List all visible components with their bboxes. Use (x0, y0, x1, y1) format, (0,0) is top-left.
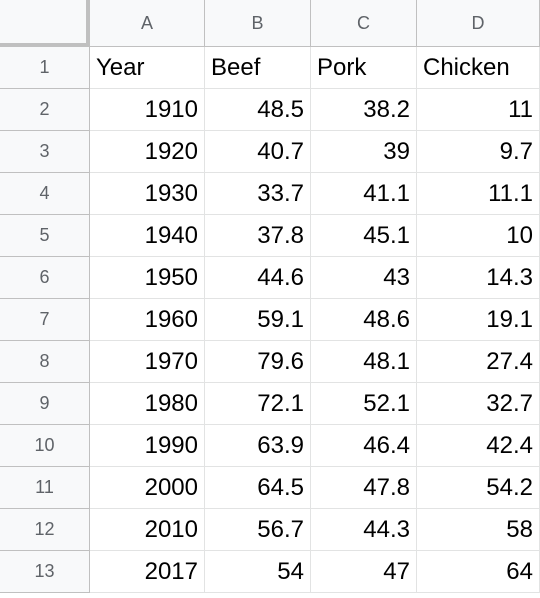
row-header[interactable]: 6 (0, 257, 90, 299)
table-row: 10 1990 63.9 46.4 42.4 (0, 425, 540, 467)
cell[interactable]: 48.6 (311, 299, 417, 341)
cell[interactable]: 1970 (90, 341, 205, 383)
cell[interactable]: 39 (311, 131, 417, 173)
cell[interactable]: 47.8 (311, 467, 417, 509)
cell[interactable]: 2010 (90, 509, 205, 551)
cell[interactable]: 11.1 (417, 173, 540, 215)
cell[interactable]: 64.5 (205, 467, 311, 509)
row-header[interactable]: 3 (0, 131, 90, 173)
cell[interactable]: 48.5 (205, 89, 311, 131)
cell[interactable]: 42.4 (417, 425, 540, 467)
cell[interactable]: 2017 (90, 551, 205, 593)
cell[interactable]: 38.2 (311, 89, 417, 131)
cell[interactable]: 47 (311, 551, 417, 593)
cell[interactable]: 19.1 (417, 299, 540, 341)
cell[interactable]: 1930 (90, 173, 205, 215)
cell[interactable]: 1940 (90, 215, 205, 257)
cell[interactable]: 72.1 (205, 383, 311, 425)
row-header[interactable]: 11 (0, 467, 90, 509)
cell[interactable]: Chicken (417, 47, 540, 89)
cell[interactable]: 40.7 (205, 131, 311, 173)
column-header-d[interactable]: D (417, 0, 540, 47)
select-all-corner[interactable] (0, 0, 90, 47)
cell[interactable]: 41.1 (311, 173, 417, 215)
table-row: 3 1920 40.7 39 9.7 (0, 131, 540, 173)
table-row: 12 2010 56.7 44.3 58 (0, 509, 540, 551)
sheet-rows: 1 Year Beef Pork Chicken 2 1910 48.5 38.… (0, 47, 540, 593)
cell[interactable]: 1960 (90, 299, 205, 341)
cell[interactable]: 1980 (90, 383, 205, 425)
cell[interactable]: 1990 (90, 425, 205, 467)
column-header-row: A B C D (0, 0, 540, 47)
row-header[interactable]: 13 (0, 551, 90, 593)
cell[interactable]: Year (90, 47, 205, 89)
cell[interactable]: 11 (417, 89, 540, 131)
cell[interactable]: 59.1 (205, 299, 311, 341)
table-row: 11 2000 64.5 47.8 54.2 (0, 467, 540, 509)
cell[interactable]: 43 (311, 257, 417, 299)
cell[interactable]: 44.6 (205, 257, 311, 299)
cell[interactable]: 79.6 (205, 341, 311, 383)
cell[interactable]: 63.9 (205, 425, 311, 467)
table-row: 9 1980 72.1 52.1 32.7 (0, 383, 540, 425)
cell[interactable]: 27.4 (417, 341, 540, 383)
row-header[interactable]: 5 (0, 215, 90, 257)
cell[interactable]: 1920 (90, 131, 205, 173)
cell[interactable]: 58 (417, 509, 540, 551)
cell[interactable]: Pork (311, 47, 417, 89)
cell[interactable]: 33.7 (205, 173, 311, 215)
row-header[interactable]: 10 (0, 425, 90, 467)
table-row: 7 1960 59.1 48.6 19.1 (0, 299, 540, 341)
cell[interactable]: 64 (417, 551, 540, 593)
cell[interactable]: 44.3 (311, 509, 417, 551)
cell[interactable]: 32.7 (417, 383, 540, 425)
cell[interactable]: Beef (205, 47, 311, 89)
row-header[interactable]: 9 (0, 383, 90, 425)
cell[interactable]: 48.1 (311, 341, 417, 383)
column-header-b[interactable]: B (205, 0, 311, 47)
cell[interactable]: 46.4 (311, 425, 417, 467)
table-row: 4 1930 33.7 41.1 11.1 (0, 173, 540, 215)
column-header-c[interactable]: C (311, 0, 417, 47)
row-header[interactable]: 4 (0, 173, 90, 215)
row-header[interactable]: 1 (0, 47, 90, 89)
cell[interactable]: 54 (205, 551, 311, 593)
table-row: 6 1950 44.6 43 14.3 (0, 257, 540, 299)
table-row: 1 Year Beef Pork Chicken (0, 47, 540, 89)
cell[interactable]: 45.1 (311, 215, 417, 257)
cell[interactable]: 2000 (90, 467, 205, 509)
cell[interactable]: 37.8 (205, 215, 311, 257)
row-header[interactable]: 12 (0, 509, 90, 551)
row-header[interactable]: 8 (0, 341, 90, 383)
row-header[interactable]: 2 (0, 89, 90, 131)
table-row: 13 2017 54 47 64 (0, 551, 540, 593)
cell[interactable]: 9.7 (417, 131, 540, 173)
cell[interactable]: 1950 (90, 257, 205, 299)
cell[interactable]: 14.3 (417, 257, 540, 299)
table-row: 8 1970 79.6 48.1 27.4 (0, 341, 540, 383)
cell[interactable]: 1910 (90, 89, 205, 131)
table-row: 5 1940 37.8 45.1 10 (0, 215, 540, 257)
cell[interactable]: 54.2 (417, 467, 540, 509)
cell[interactable]: 56.7 (205, 509, 311, 551)
cell[interactable]: 52.1 (311, 383, 417, 425)
cell[interactable]: 10 (417, 215, 540, 257)
row-header[interactable]: 7 (0, 299, 90, 341)
table-row: 2 1910 48.5 38.2 11 (0, 89, 540, 131)
column-header-a[interactable]: A (90, 0, 205, 47)
